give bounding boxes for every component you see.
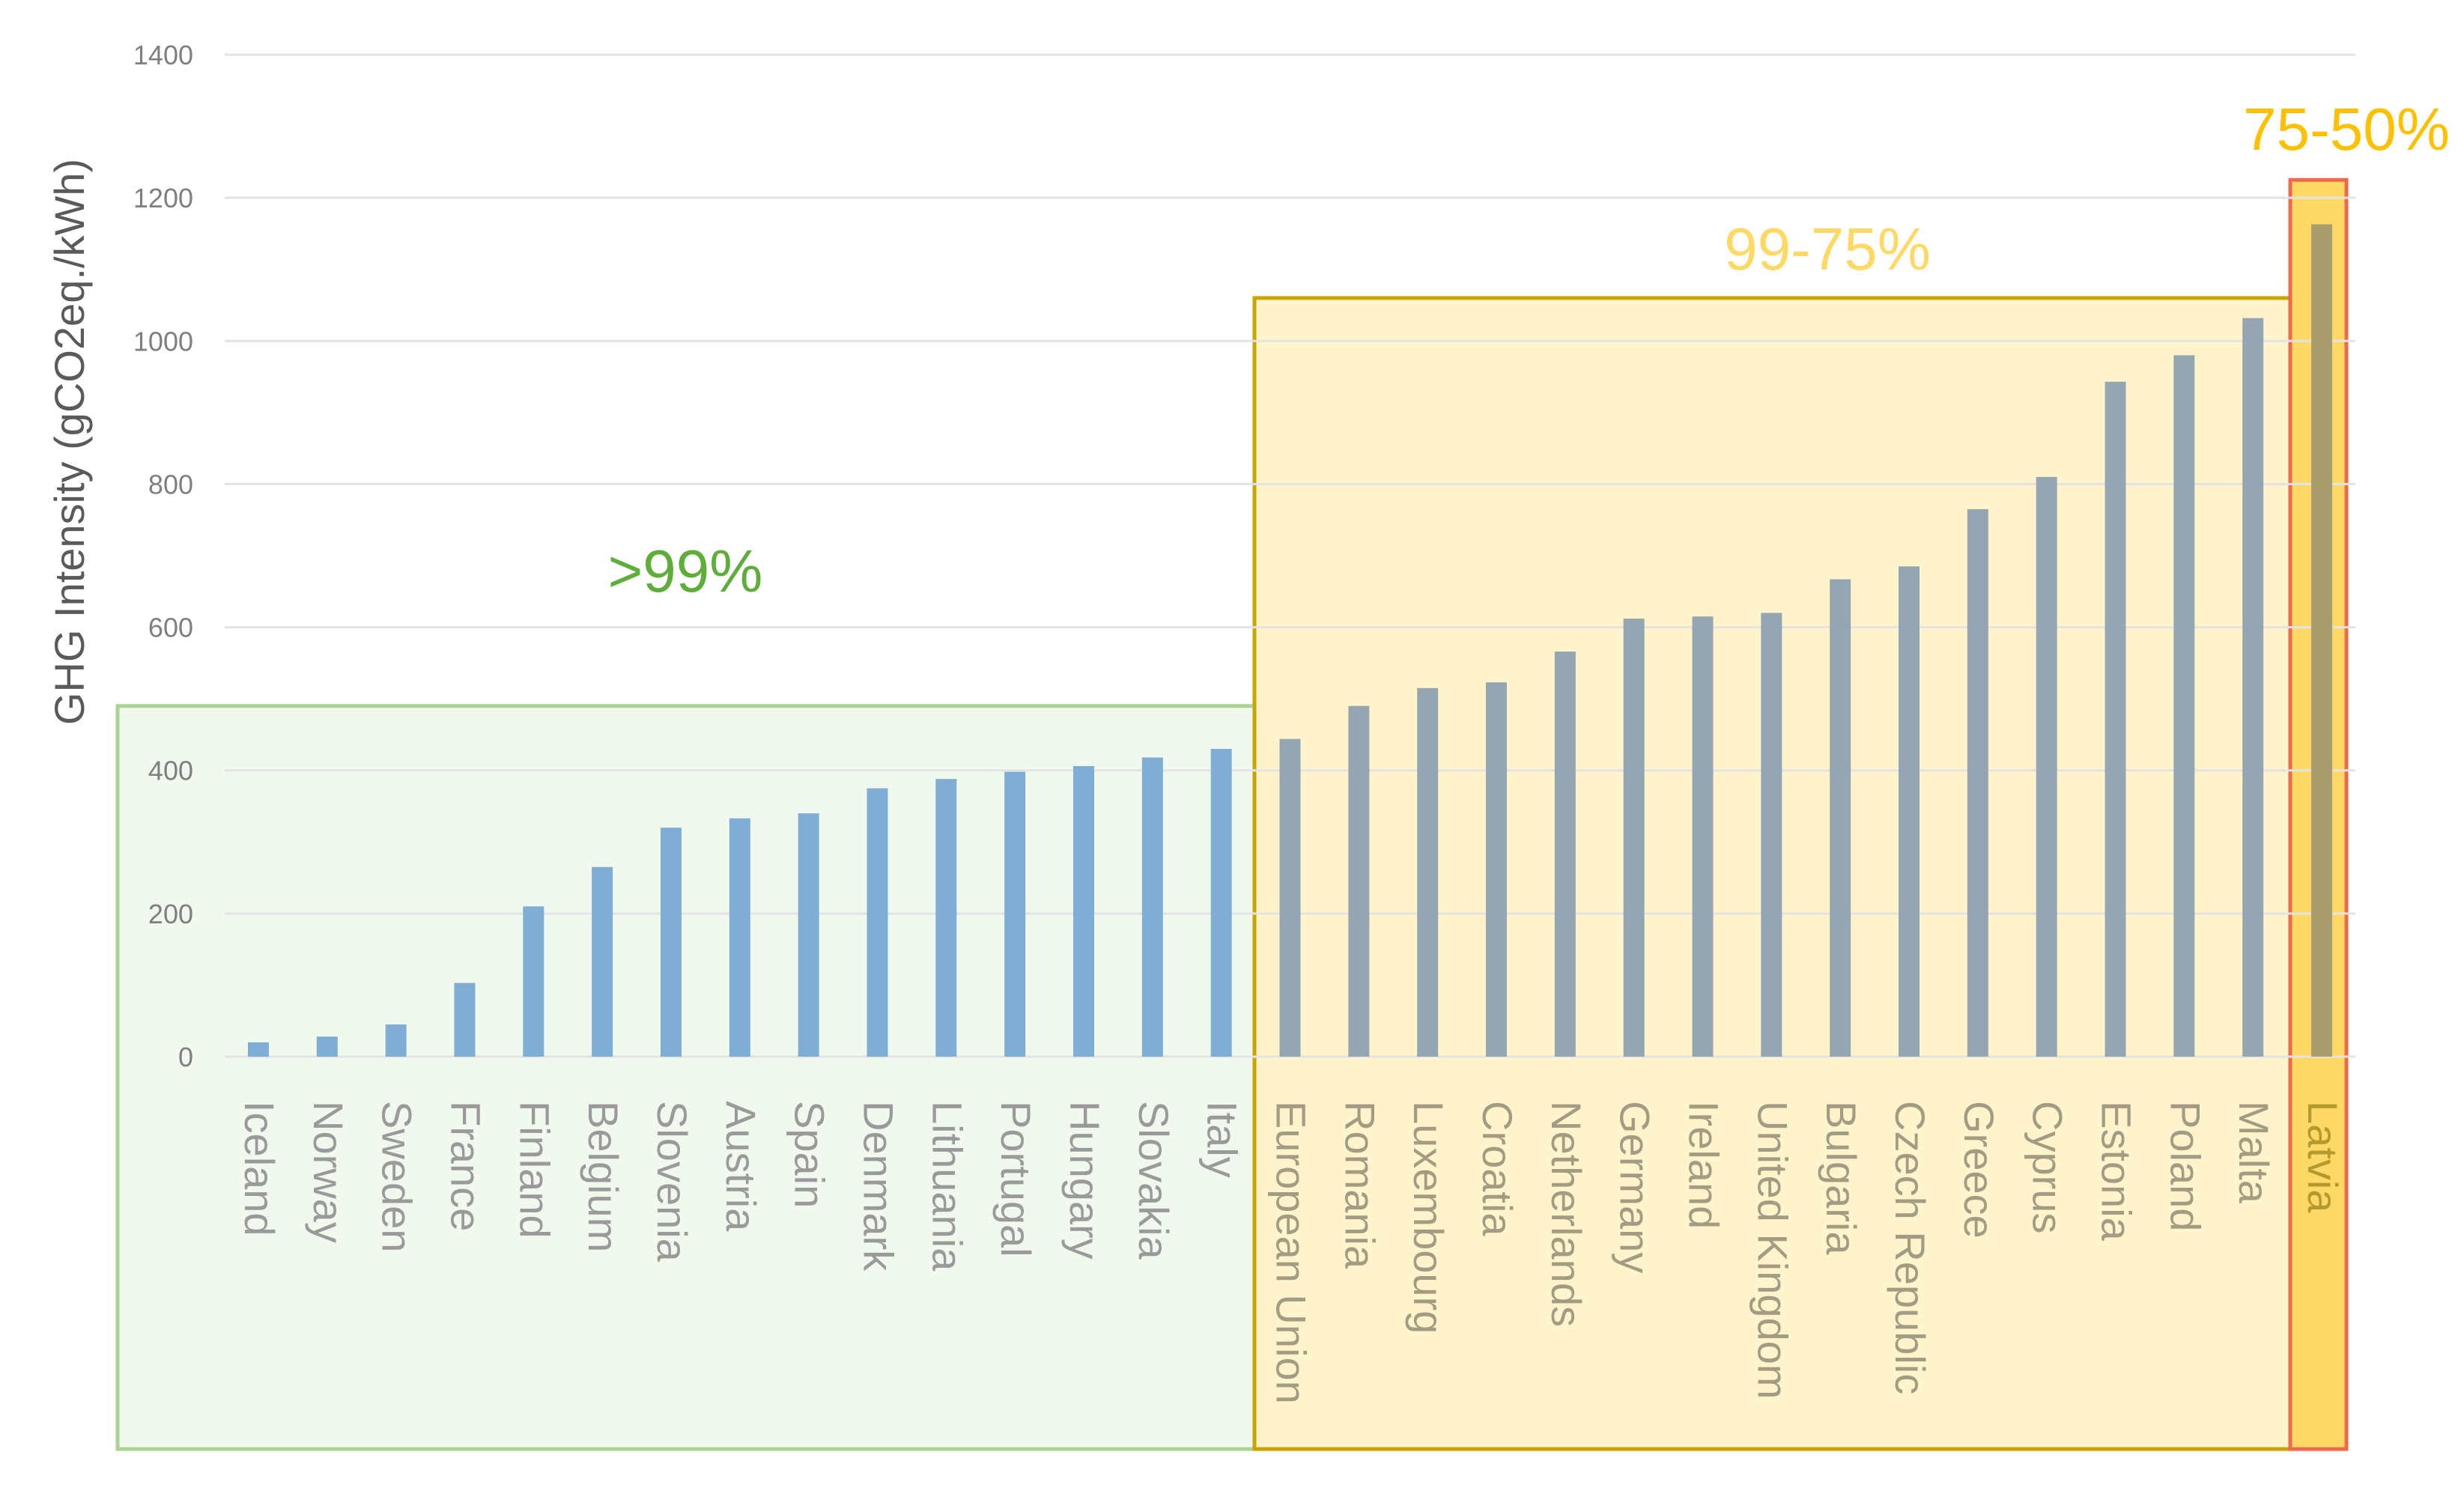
bar-czech-republic bbox=[1899, 566, 1920, 1057]
y-axis-title: GHG Intensity (gCO2eq./kWh) bbox=[46, 159, 93, 725]
x-tick-label: Portugal bbox=[992, 1101, 1040, 1257]
bar-poland bbox=[2173, 355, 2195, 1057]
bar-estonia bbox=[2105, 381, 2126, 1057]
y-tick-label: 0 bbox=[178, 1042, 193, 1072]
x-tick-label: Germany bbox=[1612, 1101, 1659, 1273]
x-tick-label: Norway bbox=[305, 1101, 352, 1243]
y-tick-label: 1200 bbox=[133, 183, 193, 213]
x-tick-label: Slovakia bbox=[1130, 1101, 1177, 1260]
x-tick-label: United Kingdom bbox=[1749, 1101, 1796, 1399]
x-axis-labels: Iceland Norway Sweden France Finland Belgium S… bbox=[236, 1101, 2346, 1404]
bar-sweden bbox=[385, 1024, 407, 1057]
x-tick-label: Bulgaria bbox=[1818, 1101, 1865, 1255]
band-label-3: 75-50% bbox=[2243, 96, 2450, 163]
bar-slovakia bbox=[1141, 757, 1163, 1057]
y-tick-label: 1000 bbox=[133, 326, 193, 356]
x-tick-label: France bbox=[443, 1101, 490, 1231]
y-tick-label: 1400 bbox=[133, 40, 193, 70]
y-axis-ticks: 0 200 400 600 800 1000 1200 1400 bbox=[133, 40, 193, 1072]
bar-finland bbox=[523, 906, 544, 1057]
bar-austria bbox=[729, 818, 750, 1057]
bar-malta bbox=[2242, 318, 2264, 1057]
bar-netherlands bbox=[1554, 652, 1576, 1057]
x-tick-label: Denmark bbox=[855, 1101, 902, 1272]
bar-germany bbox=[1623, 619, 1645, 1057]
x-tick-label: Spain bbox=[786, 1101, 834, 1208]
x-tick-label: Lithuania bbox=[923, 1101, 971, 1272]
bar-greece bbox=[1967, 508, 1988, 1057]
x-tick-label: Italy bbox=[1199, 1101, 1246, 1178]
bar-denmark bbox=[867, 788, 888, 1057]
y-tick-label: 400 bbox=[148, 756, 193, 786]
bar-france bbox=[454, 983, 476, 1057]
x-tick-label: European Union bbox=[1268, 1101, 1315, 1404]
bar-united-kingdom bbox=[1761, 613, 1782, 1057]
x-tick-label: Poland bbox=[2161, 1101, 2209, 1231]
x-tick-label: Malta bbox=[2230, 1101, 2278, 1204]
x-tick-label: Slovenia bbox=[649, 1101, 696, 1263]
bar-lithuania bbox=[935, 779, 957, 1057]
x-tick-label: Romania bbox=[1336, 1101, 1383, 1269]
x-tick-label: Cyprus bbox=[2024, 1101, 2072, 1233]
band-labels: >99% 99-75% 75-50% bbox=[608, 96, 2450, 604]
x-tick-label: Hungary bbox=[1061, 1101, 1108, 1260]
bar-ireland bbox=[1692, 616, 1714, 1057]
x-tick-label: Belgium bbox=[580, 1101, 627, 1252]
band-box-1 bbox=[115, 704, 1257, 1451]
band-label-2: 99-75% bbox=[1724, 216, 1931, 282]
x-tick-label: Iceland bbox=[236, 1101, 283, 1236]
y-tick-label: 200 bbox=[148, 899, 193, 929]
x-tick-label: Ireland bbox=[1681, 1101, 1728, 1229]
bar-romania bbox=[1348, 705, 1370, 1057]
band-label-1: >99% bbox=[608, 538, 763, 604]
x-tick-label: Greece bbox=[1955, 1101, 2003, 1239]
x-tick-label: Netherlands bbox=[1543, 1101, 1590, 1327]
x-tick-label: Latvia bbox=[2299, 1101, 2346, 1213]
bar-iceland bbox=[248, 1042, 269, 1057]
bar-norway bbox=[316, 1036, 338, 1057]
y-tick-label: 800 bbox=[148, 469, 193, 499]
x-tick-label: Czech Republic bbox=[1887, 1101, 1934, 1394]
x-tick-label: Croatia bbox=[1474, 1101, 1521, 1236]
bars bbox=[248, 224, 2332, 1057]
x-tick-label: Estonia bbox=[2093, 1101, 2140, 1242]
bar-hungary bbox=[1073, 765, 1094, 1057]
bar-european-union bbox=[1279, 738, 1301, 1057]
bar-croatia bbox=[1486, 682, 1507, 1057]
bar-italy bbox=[1210, 749, 1232, 1057]
bar-bulgaria bbox=[1830, 579, 1851, 1057]
bar-latvia bbox=[2311, 224, 2332, 1057]
x-tick-label: Sweden bbox=[374, 1101, 421, 1252]
bar-portugal bbox=[1004, 771, 1026, 1057]
x-tick-label: Finland bbox=[511, 1101, 558, 1239]
y-tick-label: 600 bbox=[148, 613, 193, 643]
band-boxes bbox=[115, 177, 2349, 1451]
bar-spain bbox=[798, 813, 819, 1057]
bar-luxembourg bbox=[1417, 687, 1439, 1057]
bar-belgium bbox=[592, 866, 613, 1057]
bar-slovenia bbox=[661, 827, 682, 1057]
bar-cyprus bbox=[2036, 476, 2057, 1057]
x-tick-label: Luxembourg bbox=[1405, 1101, 1452, 1334]
x-tick-label: Austria bbox=[717, 1101, 765, 1232]
